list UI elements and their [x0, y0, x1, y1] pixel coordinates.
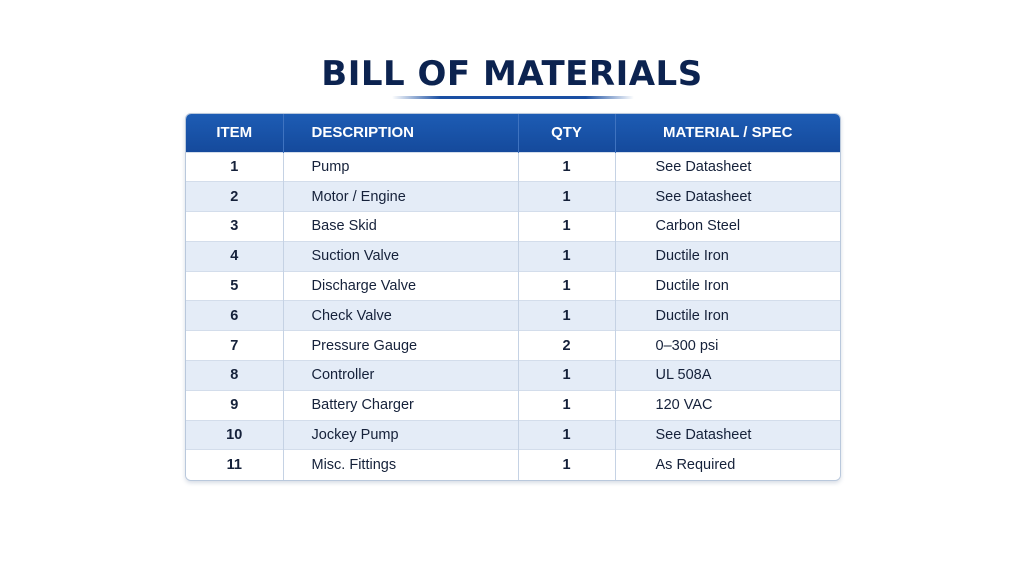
table-row: 1 Pump 1 See Datasheet	[186, 151, 840, 182]
cell-spec: Ductile Iron	[615, 300, 840, 331]
cell-spec: Ductile Iron	[615, 270, 840, 301]
cell-description: Jockey Pump	[283, 419, 519, 450]
cell-description: Pump	[283, 151, 519, 182]
cell-qty: 1	[518, 181, 616, 212]
table-row: 7 Pressure Gauge 2 0–300 psi	[186, 330, 840, 361]
cell-item: 3	[186, 211, 284, 242]
cell-qty: 2	[518, 330, 616, 361]
cell-item: 4	[186, 240, 284, 272]
cell-description: Controller	[283, 360, 519, 391]
bom-table-container: ITEM DESCRIPTION QTY MATERIAL / SPEC 1 P…	[185, 113, 841, 481]
table-row: 9 Battery Charger 1 120 VAC	[186, 389, 840, 421]
cell-spec: As Required	[615, 449, 840, 480]
table-row: 4 Suction Valve 1 Ductile Iron	[186, 240, 840, 272]
cell-qty: 1	[518, 419, 616, 450]
cell-description: Suction Valve	[283, 240, 519, 272]
cell-qty: 1	[518, 300, 616, 331]
bom-table: ITEM DESCRIPTION QTY MATERIAL / SPEC 1 P…	[186, 114, 840, 480]
cell-description: Motor / Engine	[283, 181, 519, 212]
table-row: 5 Discharge Valve 1 Ductile Iron	[186, 270, 840, 301]
cell-item: 8	[186, 360, 284, 391]
cell-description: Base Skid	[283, 211, 519, 242]
table-row: 10 Jockey Pump 1 See Datasheet	[186, 419, 840, 450]
cell-description: Discharge Valve	[283, 270, 519, 301]
page-title: BILL OF MATERIALS	[321, 54, 703, 94]
table-row: 3 Base Skid 1 Carbon Steel	[186, 211, 840, 242]
cell-spec: 120 VAC	[615, 389, 840, 421]
cell-spec: UL 508A	[615, 360, 840, 391]
cell-description: Battery Charger	[283, 389, 519, 421]
cell-item: 7	[186, 330, 284, 361]
cell-item: 11	[186, 449, 284, 480]
cell-spec: See Datasheet	[615, 181, 840, 212]
cell-item: 2	[186, 181, 284, 212]
table-row: 6 Check Valve 1 Ductile Iron	[186, 300, 840, 331]
cell-spec: Carbon Steel	[615, 211, 840, 242]
cell-description: Misc. Fittings	[283, 449, 519, 480]
table-row: 8 Controller 1 UL 508A	[186, 360, 840, 391]
title-underline	[392, 96, 634, 99]
cell-qty: 1	[518, 270, 616, 301]
cell-item: 10	[186, 419, 284, 450]
cell-qty: 1	[518, 211, 616, 242]
cell-item: 9	[186, 389, 284, 421]
cell-description: Pressure Gauge	[283, 330, 519, 361]
cell-spec: See Datasheet	[615, 151, 840, 182]
cell-item: 6	[186, 300, 284, 331]
table-header-row: ITEM DESCRIPTION QTY MATERIAL / SPEC	[186, 114, 840, 152]
cell-qty: 1	[518, 151, 616, 182]
cell-spec: See Datasheet	[615, 419, 840, 450]
table-body: 1 Pump 1 See Datasheet 2 Motor / Engine …	[186, 151, 840, 480]
cell-qty: 1	[518, 449, 616, 480]
cell-qty: 1	[518, 389, 616, 421]
header-qty: QTY	[518, 114, 616, 152]
header-description: DESCRIPTION	[283, 114, 519, 152]
header-item: ITEM	[186, 114, 284, 152]
cell-qty: 1	[518, 240, 616, 272]
cell-qty: 1	[518, 360, 616, 391]
header-spec: MATERIAL / SPEC	[663, 124, 793, 142]
cell-spec: 0–300 psi	[615, 330, 840, 361]
cell-item: 5	[186, 270, 284, 301]
cell-description: Check Valve	[283, 300, 519, 331]
cell-spec: Ductile Iron	[615, 240, 840, 272]
table-row: 11 Misc. Fittings 1 As Required	[186, 449, 840, 480]
table-row: 2 Motor / Engine 1 See Datasheet	[186, 181, 840, 212]
cell-item: 1	[186, 151, 284, 182]
